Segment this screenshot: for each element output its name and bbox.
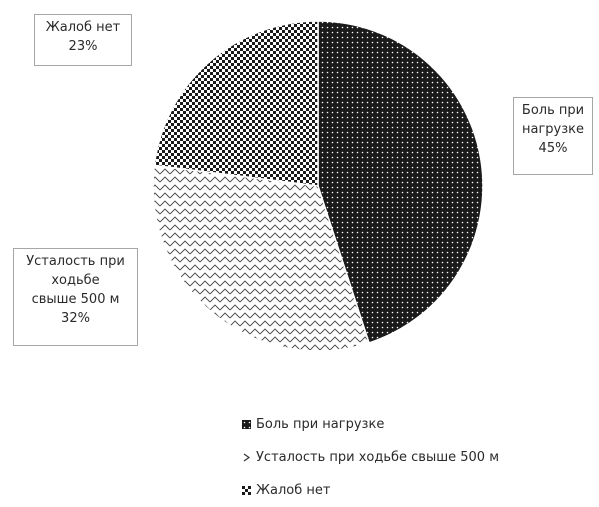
legend-swatch-zigzag [243,453,251,462]
legend-item-zhalob: Жалоб нет [242,474,499,507]
legend: Боль при нагрузке Усталость при ходьбе с… [242,408,499,507]
slice-label-line: 45% [538,141,568,156]
slice-label-line: Усталость при [26,254,125,269]
slice-label-bol-pri-nagruzke: Боль при нагрузке 45% [513,97,593,175]
slice-label-zhalob-net: Жалоб нет 23% [34,14,132,66]
slice-label-line: Жалоб нет [45,20,121,35]
legend-swatch-checker [242,486,251,495]
legend-item-bol: Боль при нагрузке [242,408,499,441]
pie-slice-2 [153,20,319,187]
pie-slice-1 [152,164,370,352]
legend-label-zhalob: Жалоб нет [256,483,331,498]
slice-label-line: 23% [68,39,98,54]
slice-label-line: Боль при [521,103,585,118]
legend-label-bol: Боль при нагрузке [256,417,385,432]
slice-label-ustalost: Усталость при ходьбе свыше 500 м 32% [13,248,138,346]
slice-label-line: нагрузке [521,122,584,137]
slice-label-line: 32% [61,311,90,326]
pie-slice-0 [317,20,484,344]
slice-label-line: свыше 500 м [31,292,120,307]
legend-swatch-dots [242,420,251,429]
legend-label-ustalost: Усталость при ходьбе свыше 500 м [256,450,500,465]
slice-label-line: ходьбе [51,273,100,288]
legend-item-ustalost: Усталость при ходьбе свыше 500 м [242,441,499,474]
